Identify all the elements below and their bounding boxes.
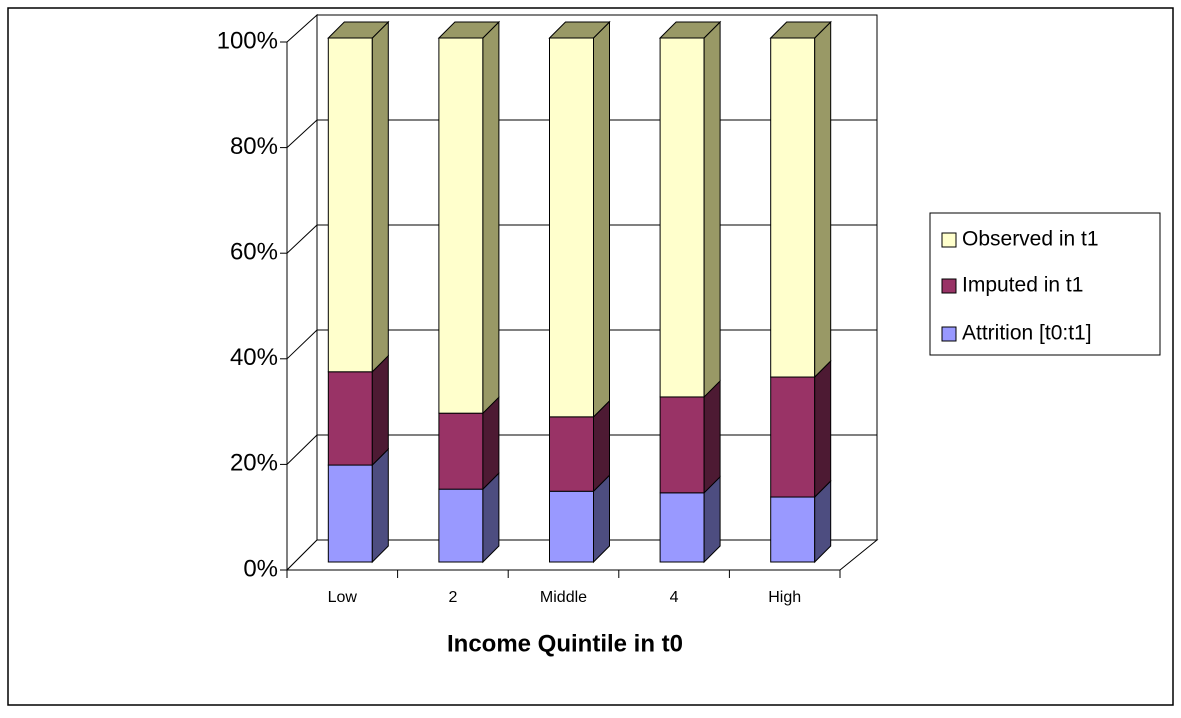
side-wall xyxy=(286,13,318,572)
bar-side xyxy=(593,20,610,419)
grid-line-side xyxy=(286,119,318,148)
bar-side xyxy=(371,20,389,373)
bar-segment xyxy=(549,416,594,492)
bar-segment xyxy=(770,376,816,498)
bar-side xyxy=(703,379,721,495)
grid-line-side xyxy=(286,224,318,254)
x-tick-label: Low xyxy=(328,589,358,606)
bar-side xyxy=(371,447,389,564)
bar-segment xyxy=(438,37,484,414)
grid-line-side xyxy=(286,434,318,465)
bar-side xyxy=(703,20,721,399)
bar-segment xyxy=(549,37,594,418)
bar-top xyxy=(769,21,832,39)
bar-segment xyxy=(659,396,705,494)
legend-swatch xyxy=(941,232,957,248)
bar-segment xyxy=(549,490,594,563)
x-tick-label: 4 xyxy=(670,589,679,606)
y-tick-label: 20% xyxy=(230,450,278,477)
legend-label: Imputed in t1 xyxy=(962,274,1083,297)
bar-top xyxy=(548,21,611,39)
y-tick-label: 100% xyxy=(217,27,278,54)
x-tick-label: Middle xyxy=(540,589,587,606)
x-tick-label: High xyxy=(768,589,801,606)
bar-side xyxy=(814,359,832,499)
y-tick-label: 40% xyxy=(230,344,278,371)
bar-segment xyxy=(327,464,373,563)
x-axis-title: Income Quintile in t0 xyxy=(447,630,683,657)
bar-segment xyxy=(770,496,816,563)
y-tick-label: 60% xyxy=(230,239,278,266)
bar-segment xyxy=(438,488,484,563)
bar-segment xyxy=(327,371,373,466)
bar-side xyxy=(371,354,389,467)
legend xyxy=(929,212,1161,356)
bar-top xyxy=(658,21,722,39)
bar-segment xyxy=(327,37,373,373)
y-tick-label: 0% xyxy=(243,555,278,582)
bar-side xyxy=(814,20,832,379)
bar-segment xyxy=(770,37,816,378)
legend-label: Attrition [t0:t1] xyxy=(962,322,1092,345)
y-tick-label: 80% xyxy=(230,133,278,160)
bar-segment xyxy=(438,412,484,490)
bar-segment xyxy=(659,492,705,563)
legend-swatch xyxy=(941,326,957,342)
legend-swatch xyxy=(941,278,957,294)
bar-top xyxy=(327,21,390,39)
grid-line-side xyxy=(286,329,318,360)
x-tick-label: 2 xyxy=(448,589,457,606)
legend-label: Observed in t1 xyxy=(962,228,1099,251)
bar-segment xyxy=(659,37,705,398)
bar-top xyxy=(437,21,501,39)
bar-side xyxy=(482,20,500,415)
